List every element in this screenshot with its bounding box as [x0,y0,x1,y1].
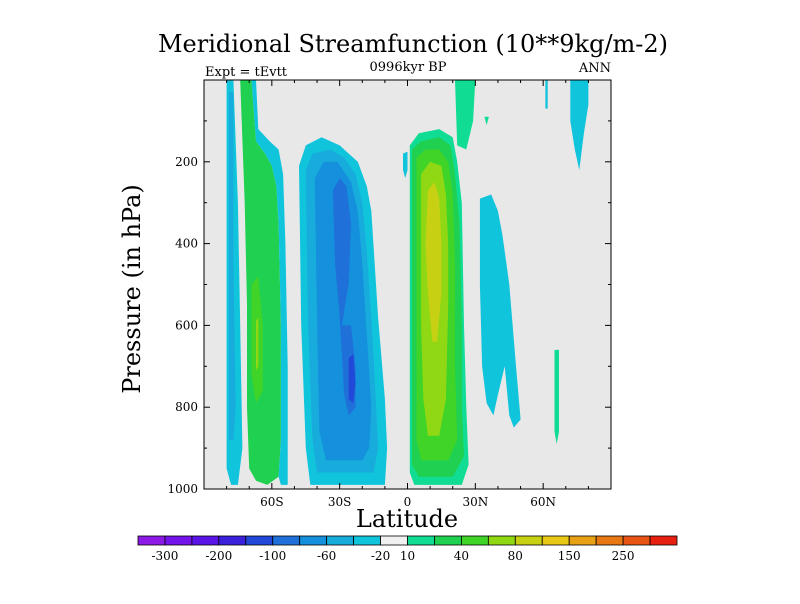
contour-nh-polar-upper [570,80,589,170]
contour-sh-ferrel-outer [240,80,281,485]
colorbar-swatch [514,535,543,546]
contour-sh-ferrel-core [256,317,259,371]
colorbar-label: -300 [151,549,178,563]
contour-sh-ferrel-edge [251,80,288,485]
colorbar-swatch [191,535,220,546]
y-tick-label: 400 [175,237,198,251]
colorbar-label: 250 [612,549,635,563]
colorbar-label: -60 [317,549,336,563]
colorbar-swatch [326,535,354,546]
colorbar-label: -20 [371,549,390,563]
colorbar-label: -200 [205,549,232,563]
colorbar-swatch [649,535,678,546]
colorbar-swatch [568,535,597,546]
y-tick-label: 200 [175,155,198,169]
colorbar-label: -100 [259,549,286,563]
colorbar-swatch [353,535,381,546]
colorbar-swatch [245,535,274,546]
y-tick-label: 600 [175,318,198,332]
contour-sh-polar-cell-inner [228,92,236,440]
contour-nh-small-cell [554,349,559,444]
colorbar-swatch [622,535,651,546]
chart-subtitle: 0996kyr BP [370,60,447,75]
experiment-label: Expt = tEvtt [205,65,288,80]
x-tick-label: 60S [260,495,284,509]
x-tick-label: 0 [404,495,412,509]
colorbar-label: 80 [508,549,523,563]
colorbar-swatch [218,535,247,546]
contour-sh-dot [403,151,408,179]
y-axis-label: Pressure (in hPa) [118,184,146,394]
colorbar-label: 10 [400,549,415,563]
colorbar-swatch [272,535,301,546]
colorbar-swatch [595,535,624,546]
contour-sh-hadley-center [348,354,356,404]
colorbar-swatch [434,535,462,546]
season-label: ANN [578,61,611,76]
colorbar-swatch [299,535,328,546]
x-axis-label: Latitude [356,505,458,533]
colorbar-swatch [407,535,435,546]
colorbar-swatch [460,535,489,546]
contour-nh-dot [484,116,489,125]
colorbar-swatch [380,535,408,546]
colorbar-swatch [541,535,570,546]
x-tick-label: 30N [462,495,488,509]
x-tick-label: 60N [530,495,556,509]
colorbar-swatch [137,535,166,546]
colorbar-label: 150 [558,549,581,563]
colorbar-swatch [487,535,516,546]
y-tick-label: 1000 [167,482,198,496]
contour-nh-strip-upper [545,80,548,109]
x-tick-label: 30S [328,495,352,509]
contour-sh-hadley-core [332,178,356,416]
contour-nh-hadley-center [425,182,442,342]
colorbar-swatch [164,535,193,546]
contour-nh-upper-plume [455,80,476,150]
chart-title: Meridional Streamfunction (10**9kg/m-2) [158,30,668,58]
y-tick-label: 800 [175,400,198,414]
colorbar-label: 40 [454,549,469,563]
contour-nh-ferrel-cell [479,194,521,428]
